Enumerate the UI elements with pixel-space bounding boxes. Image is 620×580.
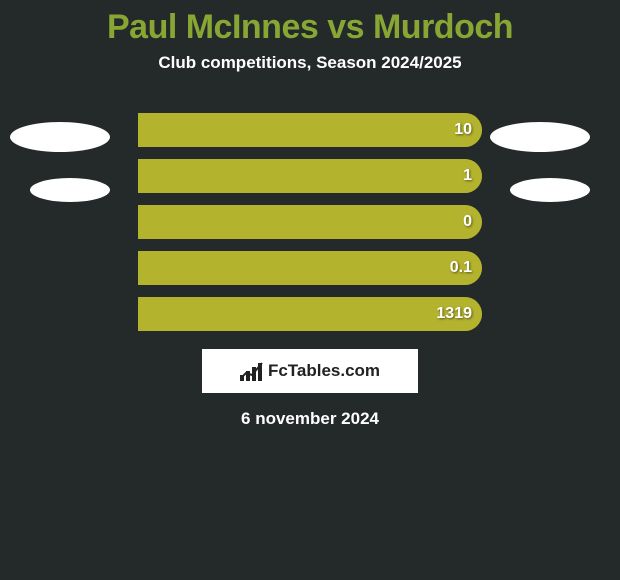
source-logo: FcTables.com [202,349,418,393]
page-title: Paul McInnes vs Murdoch [0,0,620,47]
page-subtitle: Club competitions, Season 2024/2025 [0,53,620,73]
stat-row: Matches10 [138,113,482,147]
logo-text: FcTables.com [268,361,380,381]
comparison-infographic: Paul McInnes vs Murdoch Club competition… [0,0,620,580]
bubble-decoration [10,122,110,152]
stat-row: Min per goal1319 [138,297,482,331]
stat-fill-right [138,205,482,239]
stat-row: Hattricks0 [138,205,482,239]
bubble-decoration [490,122,590,152]
stat-row: Goals per match0.1 [138,251,482,285]
bubble-decoration [510,178,590,202]
stat-right-value: 1319 [436,305,472,323]
stat-fill-right [138,297,482,331]
stat-right-value: 10 [454,121,472,139]
stat-fill-right [138,159,482,193]
bars-chart-icon [240,361,262,381]
stat-fill-right [138,251,482,285]
stat-right-value: 0.1 [450,259,472,277]
stats-bars: Matches10 Goals1 Hattricks0 Goals per match… [138,113,482,331]
stat-row: Goals1 [138,159,482,193]
date-label: 6 november 2024 [0,409,620,429]
bubble-decoration [30,178,110,202]
stat-right-value: 0 [463,213,472,231]
stat-fill-right [138,113,482,147]
stat-right-value: 1 [463,167,472,185]
